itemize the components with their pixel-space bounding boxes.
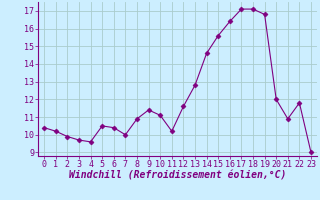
X-axis label: Windchill (Refroidissement éolien,°C): Windchill (Refroidissement éolien,°C): [69, 171, 286, 181]
